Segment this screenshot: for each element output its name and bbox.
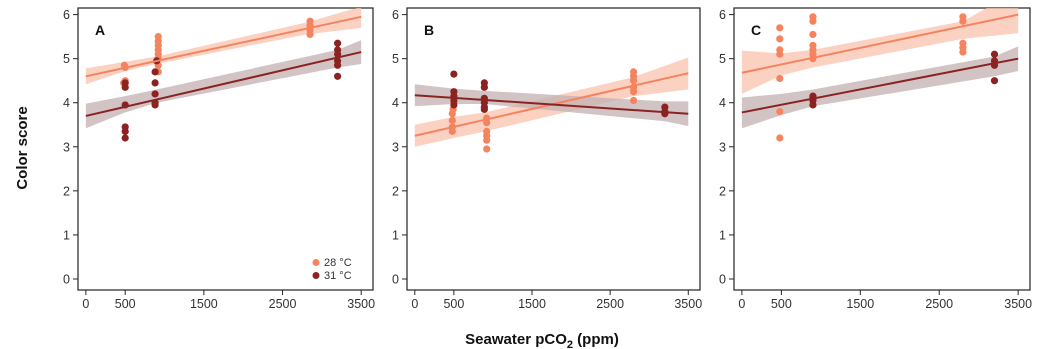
panel-b: 0 1 2 3 4 5 6 0 500 1500 2500 3500 B	[392, 7, 702, 311]
y-tick-label-a: 4	[63, 96, 70, 110]
data-point-31c-a	[151, 101, 159, 109]
data-point-28c-c	[809, 30, 817, 39]
fit-line-31c-a	[85, 51, 362, 117]
plot-area-a	[85, 8, 362, 142]
fit-line-28c-a	[85, 15, 362, 78]
x-tick-label-b: 3500	[674, 297, 702, 311]
y-tick-label-a: 2	[63, 184, 70, 198]
y-tick-label-c: 1	[719, 228, 726, 242]
data-point-28c-c	[959, 48, 967, 56]
x-axis-title-main: Seawater pCO	[465, 331, 567, 348]
x-tick-label-a: 0	[82, 297, 89, 311]
y-tick-label-c: 0	[719, 272, 726, 286]
y-tick-label-c: 5	[719, 52, 726, 66]
legend-label-28c: 28 °C	[324, 257, 352, 269]
plot-frame-b	[406, 7, 701, 291]
legend-marker-31c	[312, 272, 320, 279]
fit-line-31c-c	[741, 57, 1019, 114]
data-point-31c-b	[450, 70, 458, 78]
x-tick-label-a: 2500	[269, 297, 297, 311]
data-point-28c-c	[776, 50, 784, 58]
x-tick-label-c: 0	[738, 297, 745, 311]
y-tick-label-c: 4	[719, 96, 726, 110]
data-point-31c-a	[151, 68, 159, 76]
y-tick-label-c: 6	[719, 8, 726, 22]
x-tick-label-c: 500	[771, 297, 792, 311]
panel-label-a: A	[95, 22, 105, 38]
ci-band-31c-c	[741, 46, 1019, 129]
plot-area-b	[414, 57, 689, 153]
x-axis-title: Seawater pCO2 (ppm)	[465, 331, 619, 349]
data-point-28c-a	[306, 17, 314, 25]
x-tick-label-c: 3500	[1004, 297, 1032, 311]
data-point-31c-a	[121, 127, 129, 135]
y-tick-label-b: 6	[392, 8, 399, 22]
data-point-31c-a	[151, 79, 159, 87]
y-tick-label-c: 2	[719, 184, 726, 198]
data-point-31c-b	[480, 83, 488, 91]
y-tick-label-a: 0	[63, 272, 70, 286]
x-axis-title-tail: (ppm)	[573, 331, 619, 348]
x-tick-label-b: 1500	[518, 297, 546, 311]
y-tick-label-b: 1	[392, 228, 399, 242]
x-tick-label-b: 2500	[596, 297, 624, 311]
y-tick-label-b: 2	[392, 184, 399, 198]
legend-label-31c: 31 °C	[324, 270, 352, 282]
panel-c: 0 1 2 3 4 5 6 0 500 1500 2500 3500 C	[719, 7, 1032, 311]
data-point-31c-c	[990, 77, 999, 85]
data-point-28c-c	[776, 134, 784, 142]
data-point-31c-a	[334, 72, 342, 80]
data-point-28c-c	[776, 24, 784, 32]
data-point-28c-b	[629, 96, 638, 105]
data-point-31c-b	[450, 101, 458, 109]
x-tick-label-c: 2500	[925, 297, 953, 311]
data-point-31c-a	[121, 83, 129, 91]
y-tick-label-b: 0	[392, 272, 399, 286]
data-point-28c-c	[776, 35, 784, 43]
panel-label-c: C	[751, 22, 761, 38]
data-point-28c-c	[776, 74, 784, 83]
data-point-31c-a	[334, 61, 342, 69]
x-tick-label-b: 500	[443, 297, 464, 311]
y-tick-label-b: 3	[392, 140, 399, 154]
y-tick-label-a: 5	[63, 52, 70, 66]
legend: 28 °C31 °C	[312, 257, 352, 282]
x-tick-label-b: 0	[411, 297, 418, 311]
y-tick-label-b: 5	[392, 52, 399, 66]
panel-label-b: B	[424, 22, 434, 38]
x-axis-title-subscript: 2	[567, 339, 573, 349]
data-point-28c-c	[809, 17, 817, 25]
y-tick-label-a: 6	[63, 8, 70, 22]
legend-marker-28c	[312, 259, 320, 266]
data-point-31c-a	[121, 134, 129, 142]
data-point-28c-b	[629, 68, 638, 76]
x-tick-label-a: 3500	[347, 297, 375, 311]
y-tick-label-a: 1	[63, 228, 70, 242]
data-point-31c-c	[809, 101, 817, 109]
y-tick-label-c: 3	[719, 140, 726, 154]
y-tick-label-a: 3	[63, 140, 70, 154]
x-tick-label-c: 1500	[846, 297, 874, 311]
data-point-31c-a	[334, 50, 342, 58]
panel-a: 0 1 2 3 4 5 6 0 500 1500 2500 3500 A 28 °C31 °C	[63, 7, 375, 311]
data-point-31c-a	[151, 90, 159, 98]
y-axis-title: Color score	[14, 106, 31, 189]
data-point-28c-b	[483, 145, 491, 153]
data-point-31c-c	[990, 50, 999, 58]
data-point-31c-b	[480, 105, 488, 113]
data-point-28c-b	[483, 127, 491, 135]
y-tick-label-b: 4	[392, 96, 399, 110]
data-point-28c-c	[776, 107, 784, 116]
data-point-28c-c	[959, 17, 967, 25]
x-tick-label-a: 1500	[190, 297, 218, 311]
data-point-31c-a	[334, 39, 342, 47]
fit-line-31c-b	[414, 94, 689, 115]
fit-line-28c-c	[741, 13, 1019, 74]
x-tick-label-a: 500	[115, 297, 136, 311]
data-point-28c-b	[448, 116, 456, 124]
plot-area-c	[741, 8, 1019, 142]
data-point-28c-a	[154, 33, 162, 41]
